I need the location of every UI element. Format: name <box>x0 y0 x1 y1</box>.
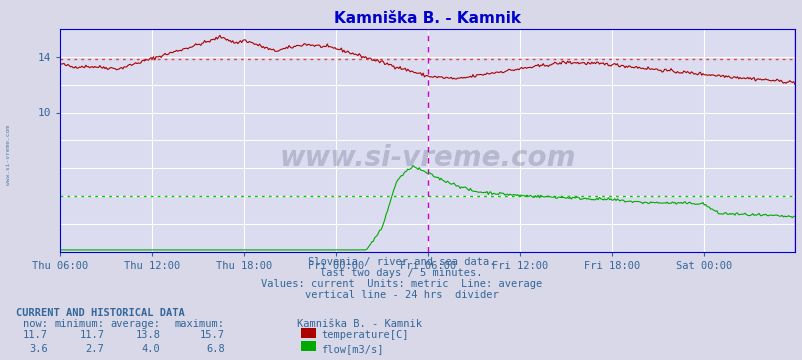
Text: CURRENT AND HISTORICAL DATA: CURRENT AND HISTORICAL DATA <box>16 308 184 318</box>
Text: now:: now: <box>23 319 48 329</box>
Text: minimum:: minimum: <box>55 319 104 329</box>
Text: average:: average: <box>111 319 160 329</box>
Text: www.si-vreme.com: www.si-vreme.com <box>279 144 575 172</box>
Text: maximum:: maximum: <box>175 319 225 329</box>
Text: 11.7: 11.7 <box>23 330 48 341</box>
Text: temperature[C]: temperature[C] <box>321 330 408 341</box>
Text: Values: current  Units: metric  Line: average: Values: current Units: metric Line: aver… <box>261 279 541 289</box>
Text: 6.8: 6.8 <box>206 344 225 354</box>
Text: 2.7: 2.7 <box>86 344 104 354</box>
Text: Slovenia / river and sea data.: Slovenia / river and sea data. <box>307 257 495 267</box>
Text: last two days / 5 minutes.: last two days / 5 minutes. <box>320 268 482 278</box>
Text: www.si-vreme.com: www.si-vreme.com <box>6 125 10 185</box>
Text: 11.7: 11.7 <box>79 330 104 341</box>
Text: flow[m3/s]: flow[m3/s] <box>321 344 383 354</box>
Title: Kamniška B. - Kamnik: Kamniška B. - Kamnik <box>334 11 520 26</box>
Text: Kamniška B. - Kamnik: Kamniška B. - Kamnik <box>297 319 422 329</box>
Text: 15.7: 15.7 <box>200 330 225 341</box>
Text: 3.6: 3.6 <box>30 344 48 354</box>
Text: 13.8: 13.8 <box>136 330 160 341</box>
Text: vertical line - 24 hrs  divider: vertical line - 24 hrs divider <box>304 290 498 300</box>
Text: 4.0: 4.0 <box>142 344 160 354</box>
